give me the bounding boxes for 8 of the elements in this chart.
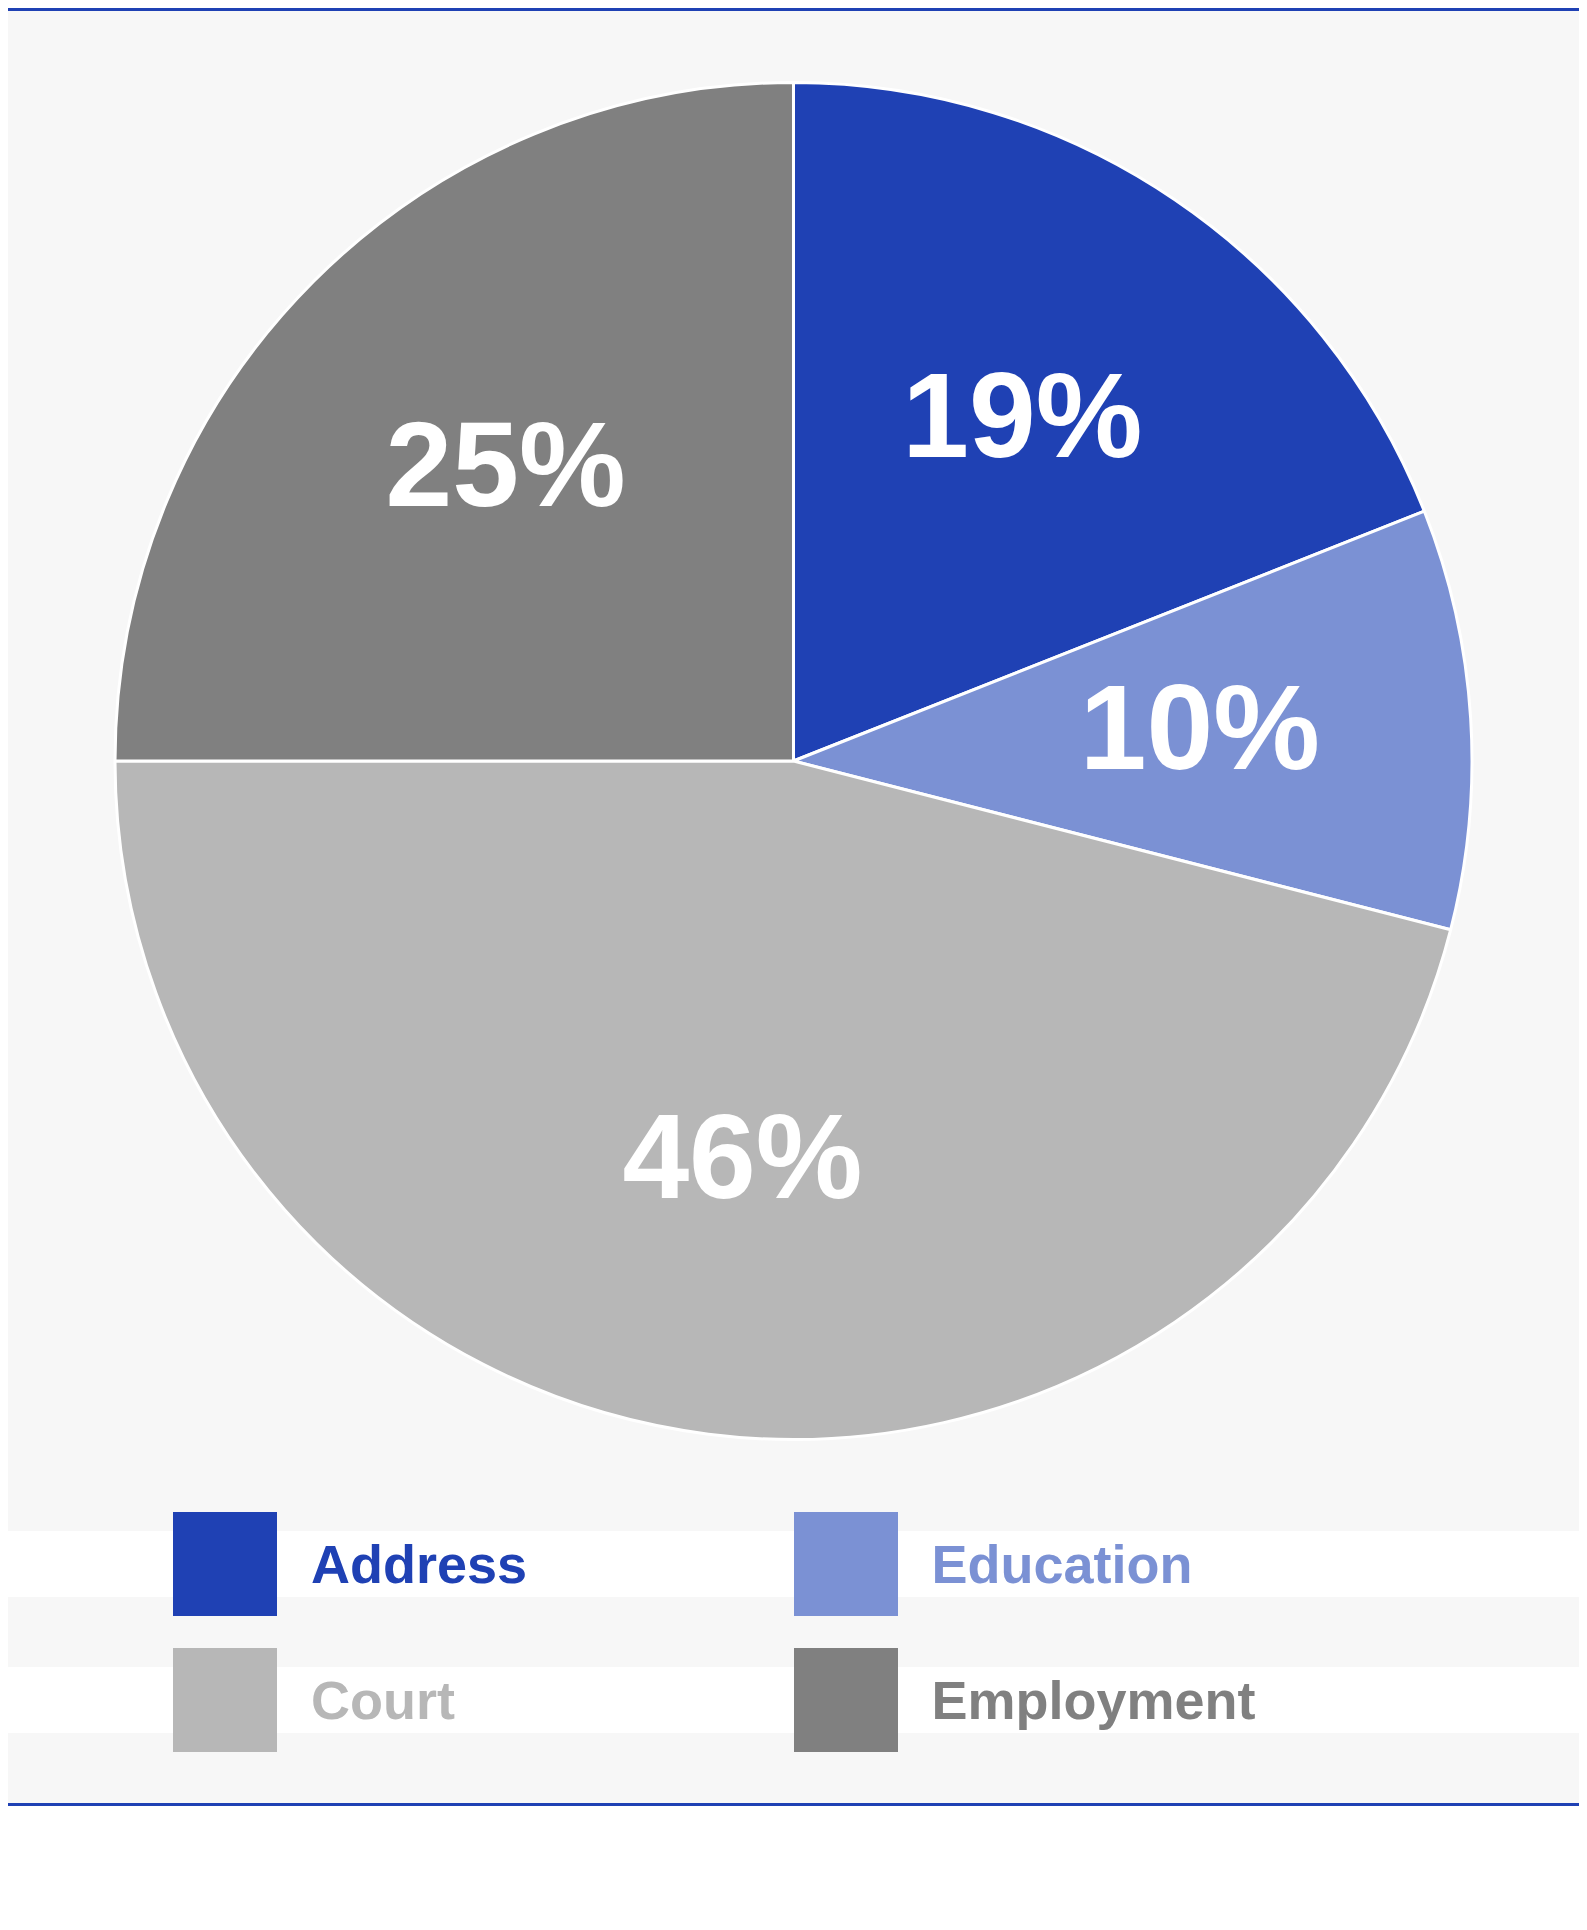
data-label: 10%: [1079, 659, 1320, 794]
data-label: 19%: [902, 348, 1143, 483]
legend-label: Court: [311, 1669, 455, 1731]
data-label: 25%: [385, 397, 626, 532]
legend-label: Address: [311, 1533, 528, 1595]
legend-label: Employment: [931, 1669, 1256, 1731]
legend-label: Education: [931, 1533, 1193, 1595]
data-label: 46%: [622, 1088, 863, 1223]
